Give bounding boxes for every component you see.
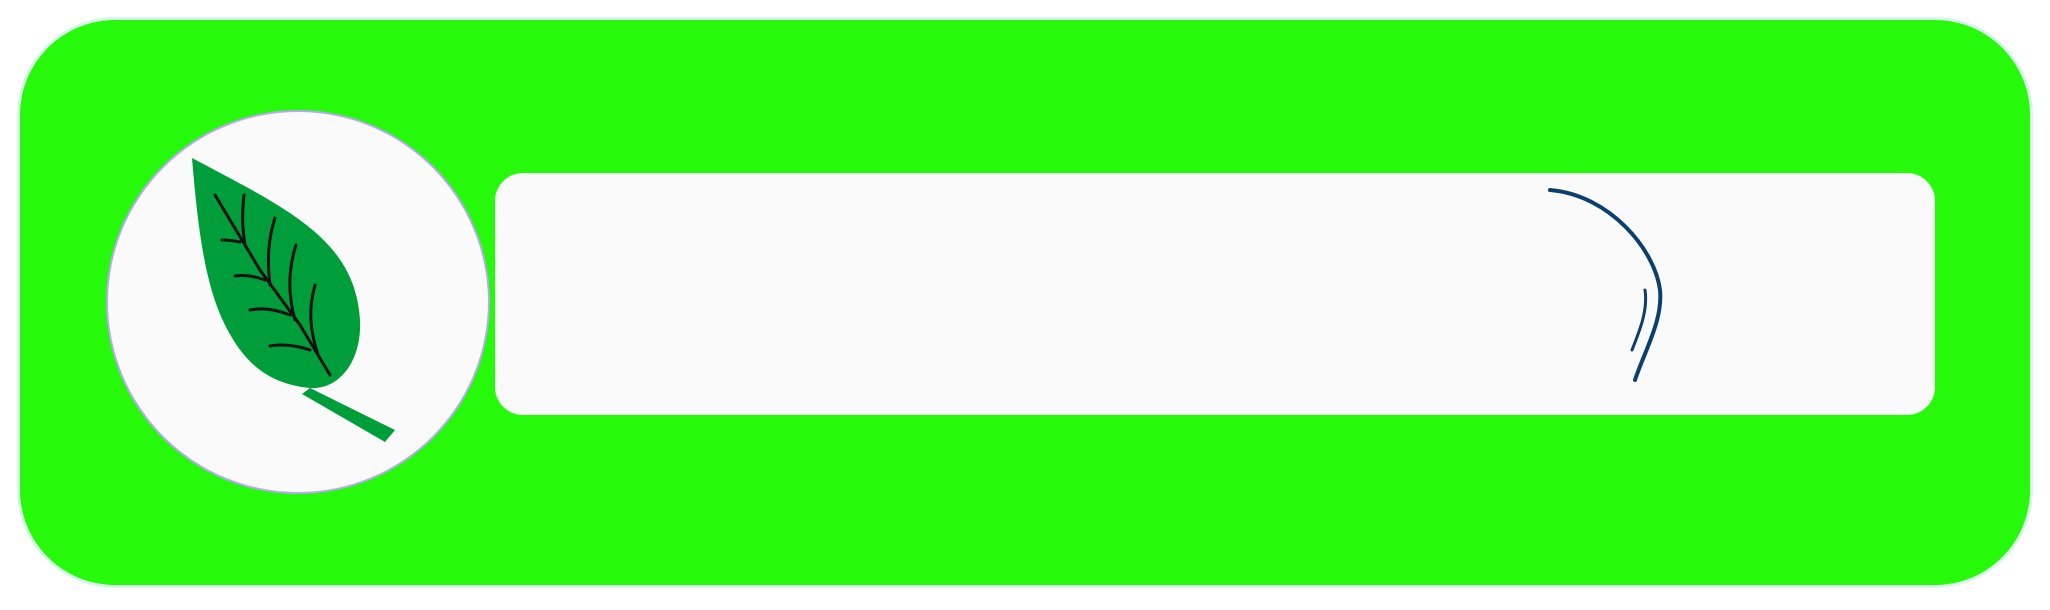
search-input[interactable] [495,173,1935,415]
arc-icon[interactable] [1540,180,1700,410]
leaf-icon [192,158,395,442]
